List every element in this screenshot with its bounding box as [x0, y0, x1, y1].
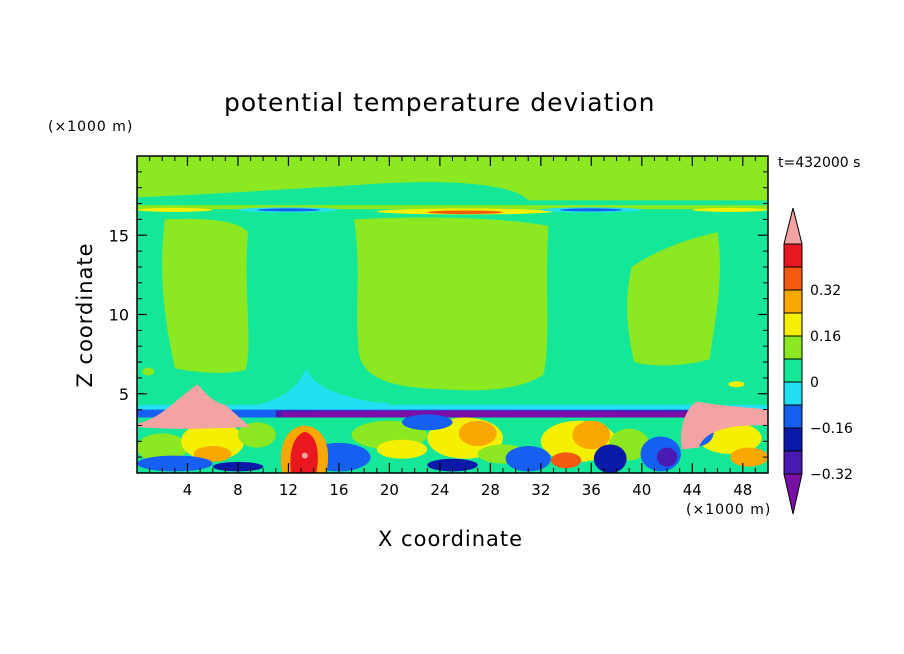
cold-blob: [505, 446, 551, 472]
colorbar-box: [783, 381, 803, 406]
anomaly-blob: [458, 420, 497, 447]
anomaly-blob: [550, 452, 582, 469]
y-unit-label: (×1000 m): [48, 119, 134, 135]
cold-blob: [593, 444, 627, 473]
colorbar-box: [783, 312, 803, 337]
cold-blob: [656, 447, 678, 467]
warm-column: [162, 218, 249, 373]
cold-blob: [402, 414, 453, 431]
chart-title: potential temperature deviation: [224, 88, 656, 117]
y-axis: 5 10 15: [109, 171, 768, 458]
cold-strip: [256, 208, 320, 212]
small-patch: [728, 381, 745, 388]
cold-blob: [137, 455, 213, 472]
colorbar-box: [783, 358, 803, 383]
colorbar-label: 0.32: [810, 283, 841, 299]
warm-column: [354, 217, 549, 391]
x-tick-label: 28: [481, 481, 500, 499]
x-tick-label: 20: [380, 481, 399, 499]
y-tick-label: 5: [119, 385, 129, 404]
cold-strip: [559, 208, 623, 212]
x-axis-label: X coordinate: [378, 527, 524, 551]
anomaly-blob: [137, 433, 188, 462]
colorbar-label: 0.16: [810, 329, 841, 345]
anomaly-blob: [237, 422, 276, 448]
colorbar-label: −0.32: [810, 467, 853, 483]
warm-patch: [137, 384, 251, 429]
anomaly-blob: [572, 420, 611, 450]
warm-plume-core: [290, 431, 318, 473]
x-tick-label: 24: [430, 481, 449, 499]
colorbar-extend-max: [783, 207, 803, 245]
colorbar-box: [783, 243, 803, 268]
x-tick-label: 44: [683, 481, 702, 499]
upper-layer: [137, 156, 768, 201]
tropopause-band: [137, 205, 768, 210]
warm-strip: [137, 207, 213, 212]
time-label: t=432000 s: [778, 155, 861, 171]
colorbar-box: [783, 404, 803, 429]
x-tick-label: 40: [632, 481, 651, 499]
cyan-bulge: [250, 368, 390, 410]
x-axis: 4 8 12 16 20 24 28 32 36 40 44 48: [149, 156, 756, 499]
colorbar-box: [783, 335, 803, 360]
y-tick-label: 10: [109, 306, 129, 325]
warm-patch: [681, 401, 768, 450]
x-tick-label: 12: [279, 481, 298, 499]
colorbar-box: [783, 289, 803, 314]
cyan-layer: [137, 404, 768, 412]
colorbar-box: [783, 450, 803, 475]
warm-strip: [427, 210, 503, 215]
y-tick-label: 15: [109, 226, 129, 245]
colorbar-box: [783, 427, 803, 452]
x-unit-label: (×1000 m): [686, 502, 772, 518]
anomaly-blob: [193, 446, 232, 462]
x-tick-label: 16: [329, 481, 348, 499]
colorbar-box: [783, 266, 803, 291]
x-tick-label: 8: [233, 481, 243, 499]
x-tick-label: 4: [183, 481, 193, 499]
x-tick-label: 48: [733, 481, 752, 499]
colorbar-label: 0: [810, 375, 819, 391]
contour-field: [137, 156, 768, 473]
colorbar: 0.32 0.16 0 −0.16 −0.32: [783, 207, 853, 515]
colorbar-extend-min: [783, 473, 803, 515]
warm-strip: [692, 207, 768, 212]
warm-column: [627, 232, 720, 366]
colorbar-label: −0.16: [810, 421, 853, 437]
anomaly-blob: [730, 447, 768, 467]
y-axis-label: Z coordinate: [73, 242, 97, 388]
anomaly-blob: [376, 439, 428, 459]
x-tick-label: 32: [531, 481, 550, 499]
warm-plume-peak: [301, 452, 308, 459]
x-tick-label: 36: [582, 481, 601, 499]
small-patch: [142, 367, 155, 376]
